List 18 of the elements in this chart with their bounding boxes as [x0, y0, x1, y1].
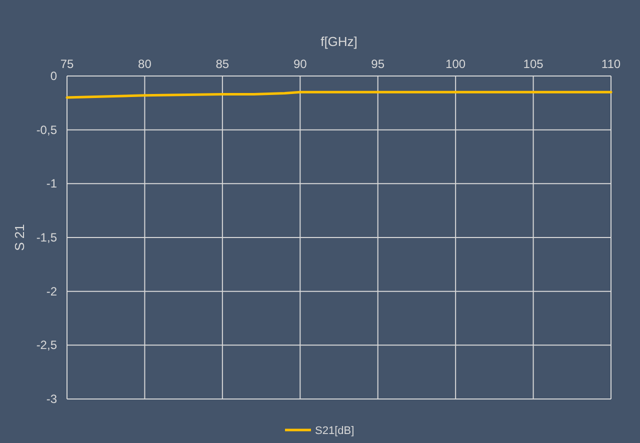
y-tick-label: -2	[46, 284, 58, 298]
x-tick-label: 80	[138, 57, 152, 71]
x-tick-label: 110	[601, 57, 621, 71]
x-tick-label: 100	[446, 57, 466, 71]
y-tick-label: -3	[46, 392, 58, 406]
x-tick-label: 95	[371, 57, 385, 71]
y-tick-label: -1	[46, 176, 58, 191]
legend-label: S21[dB]	[315, 425, 354, 437]
x-tick-label: 85	[216, 57, 230, 71]
x-tick-label: 75	[60, 57, 74, 71]
y-tick-label: -2,5	[36, 338, 58, 352]
y-tick-label: -1,5	[36, 230, 58, 244]
y-tick-label: -0,5	[36, 122, 58, 137]
x-axis-title: f[GHz]	[320, 34, 358, 49]
x-tick-label: 90	[293, 57, 308, 71]
y-tick-label: 0	[50, 69, 58, 83]
x-tick-label: 105	[523, 57, 544, 71]
y-axis-title: S 21	[12, 224, 27, 251]
